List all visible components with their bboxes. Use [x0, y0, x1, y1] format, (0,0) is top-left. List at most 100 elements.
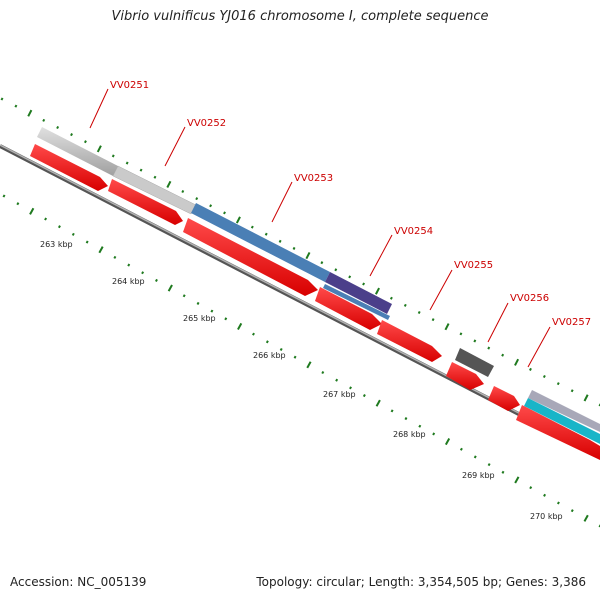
map-title: Vibrio vulnificus YJ016 chromosome I, co…	[111, 9, 489, 24]
outer-ruler-minor-tick	[403, 303, 407, 307]
inner-ruler-minor-tick	[141, 271, 145, 275]
outer-ruler-minor-tick	[209, 204, 213, 208]
gene-arrow-vv0257-a[interactable]	[488, 386, 520, 411]
inner-ruler-minor-tick	[224, 317, 228, 321]
gene-arrow-vv0253[interactable]	[183, 218, 318, 296]
outer-ruler-major-tick	[444, 323, 450, 331]
feature-bar-vv0256[interactable]	[455, 348, 494, 377]
outer-ruler-minor-tick	[542, 375, 546, 379]
inner-ruler-minor-tick	[459, 447, 463, 451]
gene-label-vv0251[interactable]: VV0251	[110, 80, 149, 91]
inner-ruler-minor-tick	[473, 455, 477, 459]
outer-ruler-minor-tick	[362, 282, 366, 286]
inner-ruler-minor-tick	[155, 278, 158, 282]
kbp-label-266: 266 kbp	[253, 351, 286, 360]
accession-text: Accession: NC_005139	[10, 575, 147, 589]
outer-ruler-minor-tick	[0, 97, 4, 101]
gene-arrow-vv0255[interactable]	[377, 320, 442, 362]
inner-ruler-minor-tick	[543, 493, 547, 497]
inner-ruler	[2, 194, 600, 528]
inner-ruler-minor-tick	[71, 232, 75, 236]
gene-label-vv0257[interactable]: VV0257	[552, 317, 591, 328]
gene-label-vv0255[interactable]: VV0255	[454, 260, 493, 271]
kbp-label-267: 267 kbp	[323, 390, 356, 399]
feature-bar-vv0254-a[interactable]	[325, 272, 392, 314]
inner-ruler-minor-tick	[418, 424, 422, 428]
outer-ruler-minor-tick	[529, 367, 532, 371]
feature-track	[37, 127, 600, 444]
inner-ruler-major-tick	[98, 246, 104, 254]
kbp-label-268: 268 kbp	[393, 430, 426, 439]
outer-ruler-minor-tick	[487, 346, 491, 350]
outer-ruler-minor-tick	[70, 133, 73, 137]
feature-bar-vv0257-b[interactable]	[524, 398, 600, 444]
inner-ruler-minor-tick	[196, 301, 200, 305]
outer-ruler-minor-tick	[417, 310, 421, 315]
outer-ruler-minor-tick	[320, 261, 324, 265]
inner-ruler-major-tick	[306, 361, 312, 369]
kbp-label-265: 265 kbp	[183, 314, 216, 323]
outer-ruler-minor-tick	[125, 161, 129, 165]
outer-ruler-minor-tick	[153, 175, 157, 179]
gene-arrow-vv0256[interactable]	[446, 362, 484, 390]
outer-ruler-major-tick	[96, 145, 102, 153]
inner-ruler-minor-tick	[16, 202, 20, 206]
inner-ruler-minor-tick	[349, 386, 352, 390]
gene-arrow-vv0257-b[interactable]	[516, 405, 600, 460]
feature-bar-vv0254-b[interactable]	[323, 284, 390, 320]
inner-ruler-major-tick	[237, 322, 243, 331]
outer-ruler-minor-tick	[14, 104, 18, 108]
outer-ruler	[0, 97, 600, 407]
inner-ruler-minor-tick	[570, 509, 574, 513]
kbp-label-270: 270 kbp	[530, 512, 563, 521]
kbp-label-264: 264 kbp	[112, 277, 145, 286]
outer-ruler-minor-tick	[278, 239, 282, 243]
kbp-label-263: 263 kbp	[40, 240, 73, 249]
feature-bar-vv0252[interactable]	[112, 165, 197, 215]
outer-ruler-minor-tick	[223, 211, 226, 215]
outer-ruler-minor-tick	[111, 154, 115, 158]
outer-ruler-minor-tick	[195, 197, 199, 201]
outer-ruler-minor-tick	[56, 125, 60, 129]
outer-ruler-major-tick	[375, 287, 380, 295]
outer-ruler-minor-tick	[139, 168, 143, 172]
outer-ruler-minor-tick	[84, 140, 87, 144]
inner-ruler-minor-tick	[182, 294, 186, 298]
outer-ruler-minor-tick	[292, 246, 296, 250]
gene-label-vv0254[interactable]: VV0254	[394, 226, 433, 237]
inner-ruler-minor-tick	[432, 432, 436, 436]
outer-ruler-minor-tick	[501, 353, 505, 357]
inner-ruler-minor-tick	[2, 194, 6, 198]
outer-ruler-major-tick	[583, 394, 589, 402]
gene-label-vv0253[interactable]: VV0253	[294, 173, 333, 184]
inner-ruler-minor-tick	[252, 332, 255, 336]
inner-ruler-minor-tick	[501, 470, 505, 474]
gene-arrow-vv0252[interactable]	[108, 179, 183, 225]
gene-label-vv0252[interactable]: VV0252	[187, 118, 226, 129]
inner-ruler-minor-tick	[487, 463, 491, 467]
inner-ruler-minor-tick	[321, 370, 325, 375]
inner-ruler-major-tick	[514, 476, 520, 484]
outer-ruler-major-tick	[235, 216, 241, 224]
kbp-labels: 263 kbp 264 kbp 265 kbp 266 kbp 267 kbp …	[40, 240, 563, 521]
gene-label-vv0256[interactable]: VV0256	[510, 293, 549, 304]
feature-bar-vv0257-a[interactable]	[528, 390, 600, 432]
outer-ruler-minor-tick	[334, 268, 338, 272]
outer-ruler-major-tick	[514, 358, 520, 366]
feature-bar-vv0253[interactable]	[191, 203, 330, 282]
gene-arrow-vv0251[interactable]	[30, 144, 108, 191]
inner-ruler-major-tick	[375, 399, 381, 407]
feature-bar-vv0251[interactable]	[37, 127, 118, 176]
outer-ruler-major-tick	[166, 180, 172, 188]
inner-ruler-major-tick	[444, 438, 451, 446]
inner-ruler-minor-tick	[335, 378, 339, 382]
inner-ruler-minor-tick	[293, 355, 297, 359]
inner-ruler-minor-tick	[113, 255, 117, 259]
inner-ruler-minor-tick	[404, 417, 408, 421]
inner-ruler-minor-tick	[556, 501, 560, 505]
gene-track	[30, 144, 600, 460]
inner-ruler-major-tick	[167, 284, 173, 292]
inner-ruler-minor-tick	[390, 409, 394, 413]
gene-arrow-vv0254[interactable]	[315, 287, 382, 330]
